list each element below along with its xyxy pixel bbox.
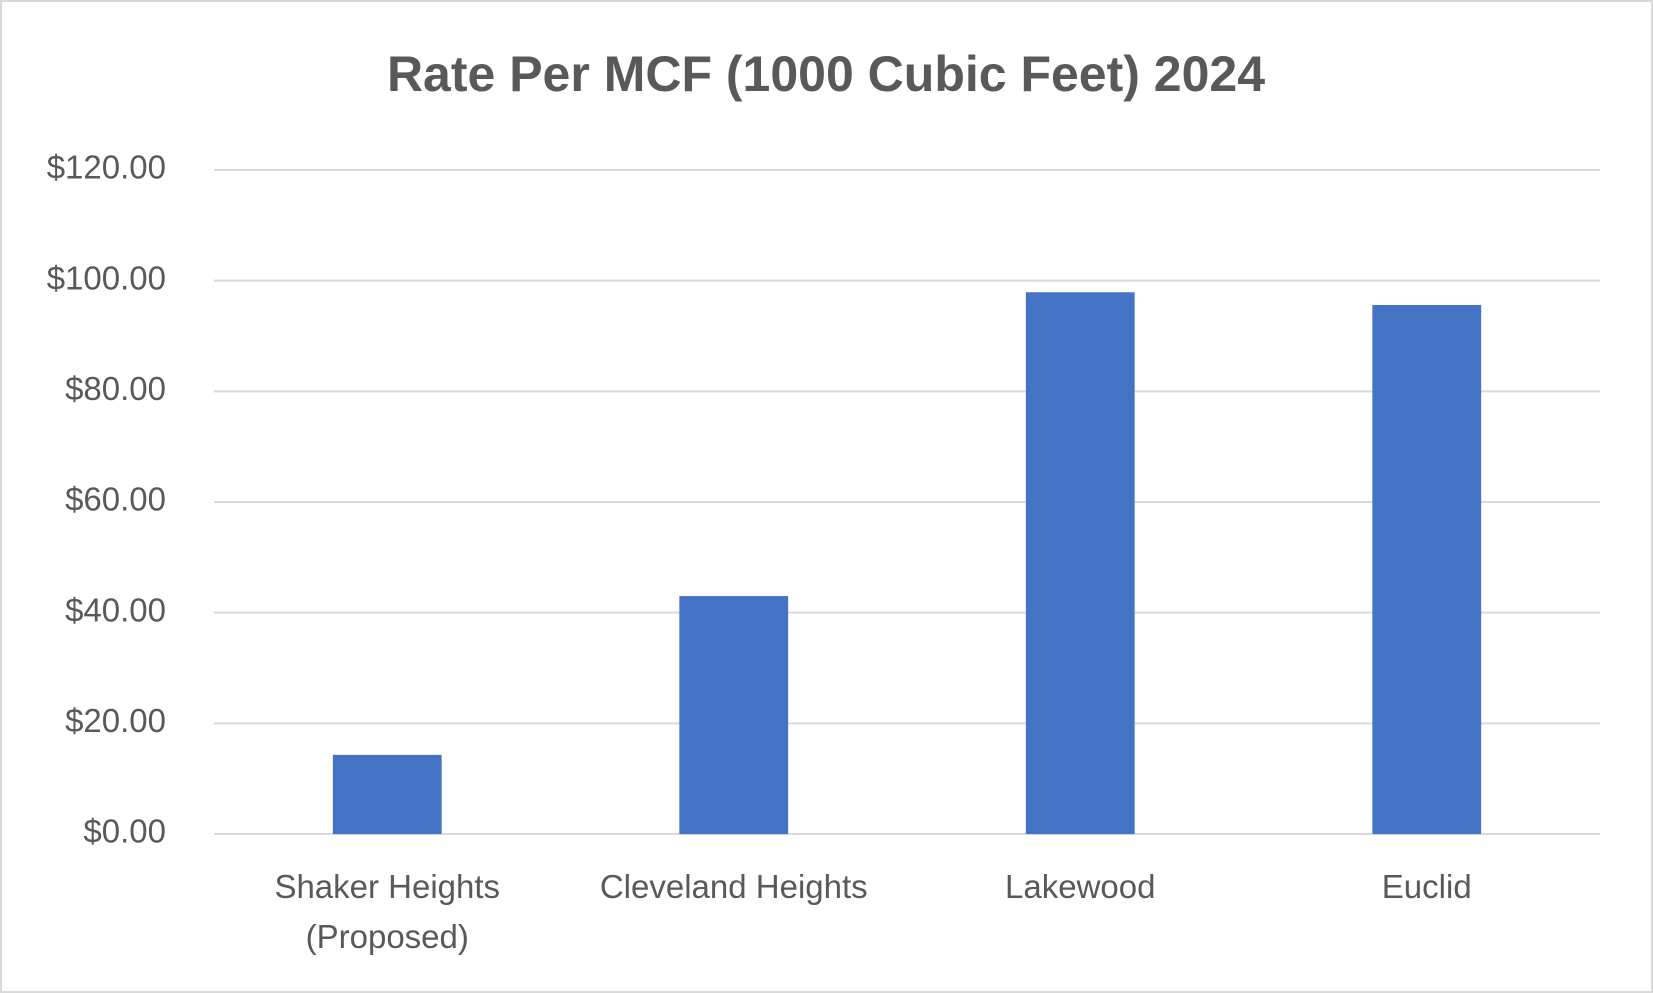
- bar: [1372, 305, 1482, 835]
- y-tick-label: $0.00: [83, 813, 166, 850]
- y-tick-label: $120.00: [47, 149, 166, 186]
- chart-title: Rate Per MCF (1000 Cubic Feet) 2024: [387, 46, 1265, 102]
- x-tick-label: Cleveland Heights: [599, 868, 868, 905]
- x-tick-label: Euclid: [1381, 868, 1472, 905]
- x-tick-label: Lakewood: [1005, 868, 1156, 905]
- y-tick-label: $20.00: [65, 702, 166, 739]
- y-tick-label: $40.00: [65, 591, 166, 628]
- x-tick-label: Shaker Heights (Proposed): [274, 868, 501, 955]
- bar: [679, 596, 789, 834]
- bar: [1025, 292, 1135, 835]
- bar: [332, 754, 442, 834]
- y-tick-label: $80.00: [65, 370, 166, 407]
- y-tick-label: $100.00: [47, 259, 166, 296]
- y-tick-label: $60.00: [65, 481, 166, 518]
